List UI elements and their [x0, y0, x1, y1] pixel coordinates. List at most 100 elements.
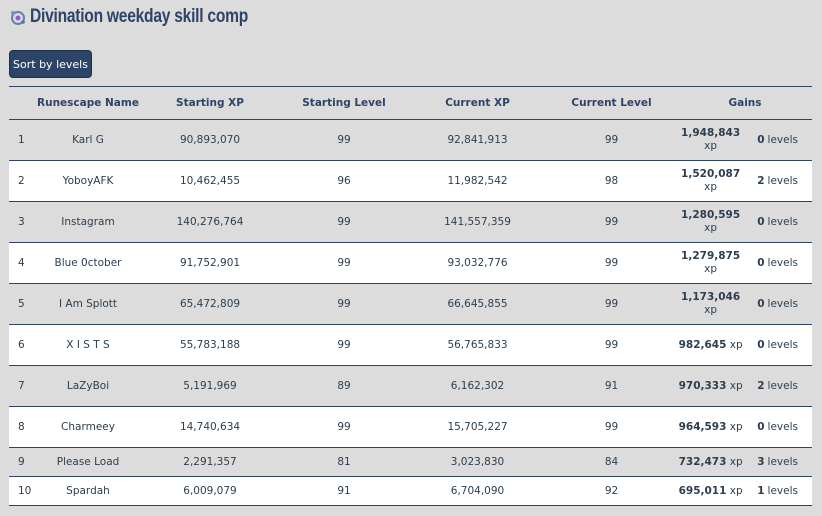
table-row: 10 Spardah 6,009,079 91 6,704,090 92 695… [9, 476, 812, 506]
results-table: Runescape Name Starting XP Starting Leve… [9, 86, 812, 506]
starting-xp: 14,740,634 [142, 406, 278, 448]
starting-level: 99 [278, 201, 410, 243]
gain-levels: 0 levels [757, 257, 798, 269]
gains: 964,593 xp 0 levels [678, 406, 812, 448]
player-name: Karl G [34, 119, 142, 161]
starting-xp: 91,752,901 [142, 242, 278, 284]
gain-levels: 0 levels [757, 421, 798, 433]
starting-level: 91 [278, 476, 410, 506]
starting-level: 99 [278, 283, 410, 325]
gain-xp: 1,279,875 xp [681, 250, 741, 275]
current-level: 84 [545, 447, 678, 477]
starting-xp: 6,009,079 [142, 476, 278, 506]
gain-xp: 1,280,595 xp [681, 209, 741, 234]
starting-level: 99 [278, 324, 410, 366]
gain-levels: 0 levels [757, 339, 798, 351]
gains: 1,280,595 xp 0 levels [678, 201, 812, 243]
player-name: Please Load [34, 447, 142, 477]
rank: 4 [9, 242, 34, 284]
current-xp: 56,765,833 [410, 324, 545, 366]
player-name: Instagram [34, 201, 142, 243]
current-xp: 15,705,227 [410, 406, 545, 448]
starting-xp: 55,783,188 [142, 324, 278, 366]
starting-level: 81 [278, 447, 410, 477]
gains: 732,473 xp 3 levels [678, 447, 812, 477]
starting-xp: 90,893,070 [142, 119, 278, 161]
gain-xp: 1,173,046 xp [681, 291, 741, 316]
table-row: 2 YoboyAFK 10,462,455 96 11,982,542 98 1… [9, 160, 812, 202]
current-level: 91 [545, 365, 678, 407]
rank: 7 [9, 365, 34, 407]
gain-levels: 2 levels [757, 380, 798, 392]
player-name: YoboyAFK [34, 160, 142, 202]
gain-levels: 0 levels [757, 298, 798, 310]
gain-levels: 2 levels [757, 175, 798, 187]
gains: 1,279,875 xp 0 levels [678, 242, 812, 284]
player-name: Spardah [34, 476, 142, 506]
starting-level: 99 [278, 119, 410, 161]
current-level: 99 [545, 201, 678, 243]
table-row: 7 LaZyBoi 5,191,969 89 6,162,302 91 970,… [9, 365, 812, 407]
gain-levels: 0 levels [757, 216, 798, 228]
table-row: 6 X I S T S 55,783,188 99 56,765,833 99 … [9, 324, 812, 366]
rank: 1 [9, 119, 34, 161]
starting-xp: 10,462,455 [142, 160, 278, 202]
col-name[interactable]: Runescape Name [34, 86, 142, 120]
divination-skill-icon [11, 10, 25, 25]
page-heading: Divination weekday skill comp [30, 6, 248, 27]
rank: 8 [9, 406, 34, 448]
table-row: 3 Instagram 140,276,764 99 141,557,359 9… [9, 201, 812, 243]
current-level: 92 [545, 476, 678, 506]
col-starting-xp[interactable]: Starting XP [142, 86, 278, 120]
gain-xp: 1,520,087 xp [681, 168, 741, 193]
current-level: 99 [545, 119, 678, 161]
table-row: 4 Blue 0ctober 91,752,901 99 93,032,776 … [9, 242, 812, 284]
gain-xp: 970,333 xp [678, 379, 743, 392]
table-row: 5 I Am Splott 65,472,809 99 66,645,855 9… [9, 283, 812, 325]
col-current-xp[interactable]: Current XP [410, 86, 545, 120]
player-name: Charmeey [34, 406, 142, 448]
gain-xp: 695,011 xp [678, 484, 743, 497]
col-gains[interactable]: Gains [678, 86, 812, 120]
gains: 970,333 xp 2 levels [678, 365, 812, 407]
table-header: Runescape Name Starting XP Starting Leve… [9, 86, 812, 120]
table-row: 8 Charmeey 14,740,634 99 15,705,227 99 9… [9, 406, 812, 448]
current-level: 99 [545, 283, 678, 325]
gain-levels: 0 levels [757, 134, 798, 146]
rank: 6 [9, 324, 34, 366]
gain-xp: 1,948,843 xp [681, 127, 741, 152]
current-xp: 93,032,776 [410, 242, 545, 284]
col-rank [9, 86, 34, 120]
player-name: X I S T S [34, 324, 142, 366]
player-name: I Am Splott [34, 283, 142, 325]
gain-levels: 1 levels [757, 485, 798, 497]
gain-xp: 732,473 xp [678, 455, 743, 468]
current-level: 99 [545, 242, 678, 284]
starting-xp: 140,276,764 [142, 201, 278, 243]
gain-levels: 3 levels [757, 456, 798, 468]
col-current-level[interactable]: Current Level [545, 86, 678, 120]
rank: 3 [9, 201, 34, 243]
current-xp: 66,645,855 [410, 283, 545, 325]
current-xp: 141,557,359 [410, 201, 545, 243]
table-row: 1 Karl G 90,893,070 99 92,841,913 99 1,9… [9, 119, 812, 161]
starting-level: 99 [278, 242, 410, 284]
rank: 10 [9, 476, 34, 506]
current-xp: 92,841,913 [410, 119, 545, 161]
gain-xp: 982,645 xp [678, 338, 743, 351]
gains: 695,011 xp 1 levels [678, 476, 812, 506]
starting-xp: 5,191,969 [142, 365, 278, 407]
current-xp: 6,162,302 [410, 365, 545, 407]
player-name: LaZyBoi [34, 365, 142, 407]
col-starting-level[interactable]: Starting Level [278, 86, 410, 120]
sort-by-levels-button[interactable]: Sort by levels [9, 50, 92, 78]
current-xp: 6,704,090 [410, 476, 545, 506]
rank: 2 [9, 160, 34, 202]
gains: 1,520,087 xp 2 levels [678, 160, 812, 202]
gains: 982,645 xp 0 levels [678, 324, 812, 366]
current-xp: 11,982,542 [410, 160, 545, 202]
starting-level: 89 [278, 365, 410, 407]
starting-xp: 65,472,809 [142, 283, 278, 325]
starting-xp: 2,291,357 [142, 447, 278, 477]
current-xp: 3,023,830 [410, 447, 545, 477]
